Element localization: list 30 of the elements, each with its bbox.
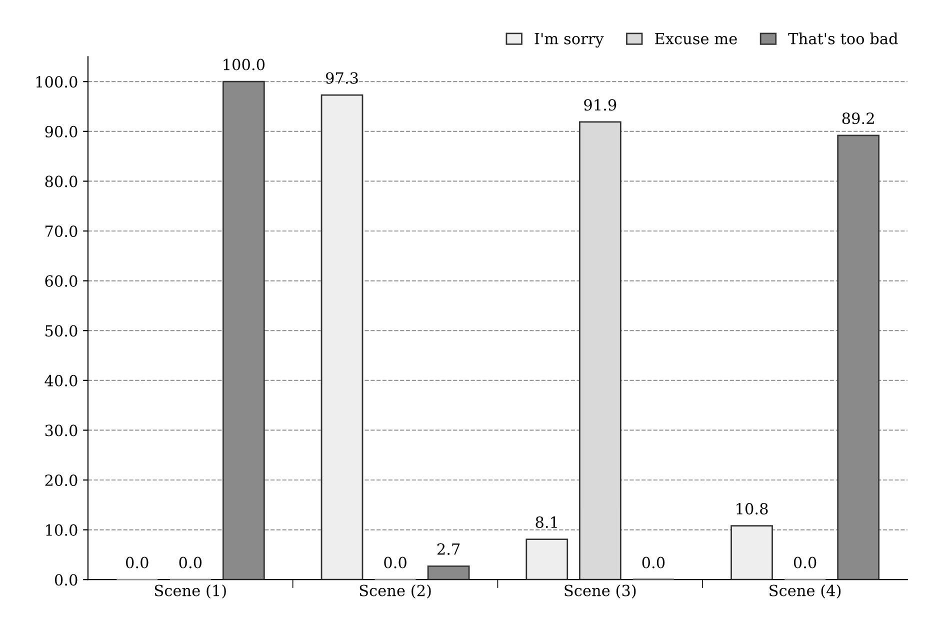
x-tick-label: Scene (1) (154, 584, 226, 598)
y-tick-label: 40.0 (44, 374, 78, 386)
legend-label: Excuse me (655, 33, 737, 44)
data-label: 97.3 (326, 72, 358, 84)
legend-label: I'm sorry (534, 33, 604, 48)
data-label: 89.2 (842, 112, 874, 124)
data-label: 91.9 (584, 99, 616, 111)
y-tick-label: 30.0 (45, 424, 78, 436)
x-tick-label: Scene (2) (360, 584, 431, 598)
x-tick-label: Scene (3) (564, 584, 636, 598)
data-label: 0.0 (179, 556, 202, 568)
y-tick-label: 90.0 (45, 126, 78, 138)
y-tick-label: 60.0 (45, 275, 78, 287)
y-tick-label: 50.0 (46, 325, 78, 337)
data-label: 10.8 (736, 502, 768, 515)
y-tick-label: 20.0 (45, 474, 78, 486)
x-tick-label: Scene (4) (770, 584, 841, 598)
data-label: 2.7 (437, 543, 460, 555)
data-label: 0.0 (384, 556, 406, 568)
legend-label: That's too bad (788, 32, 898, 44)
y-tick-label: 0.0 (54, 574, 78, 586)
y-tick-label: 80.0 (45, 176, 78, 188)
data-label: 0.0 (642, 556, 665, 568)
data-label: 0.0 (794, 556, 816, 568)
data-label: 8.1 (536, 516, 557, 528)
data-label: 0.0 (126, 556, 148, 568)
y-tick-label: 70.0 (46, 225, 78, 238)
data-label: 100.0 (224, 58, 265, 70)
y-tick-label: 100.0 (36, 76, 78, 88)
y-tick-label: 10.0 (46, 524, 78, 536)
